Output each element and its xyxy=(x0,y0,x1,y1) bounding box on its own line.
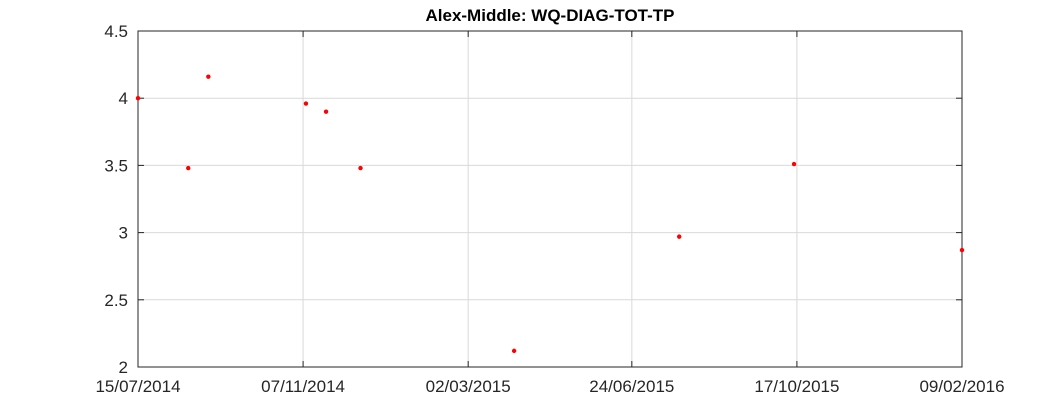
chart-title: Alex-Middle: WQ-DIAG-TOT-TP xyxy=(425,6,674,25)
tick-layer: 15/07/2014 07/11/2014 02/03/2015 24/06/2015… xyxy=(95,22,1004,396)
grid-layer xyxy=(138,31,962,367)
y-tick-label: 3 xyxy=(119,224,128,243)
data-point xyxy=(959,247,965,253)
x-tick-label: 24/06/2015 xyxy=(589,377,674,396)
y-tick-label: 4 xyxy=(119,89,128,108)
data-point xyxy=(303,101,309,106)
data-point xyxy=(511,348,517,354)
data-point xyxy=(676,234,682,239)
x-tick-label: 15/07/2014 xyxy=(95,377,180,396)
x-tick-label: 17/10/2015 xyxy=(754,377,839,396)
y-tick-label: 4.5 xyxy=(104,22,128,41)
data-point xyxy=(135,96,141,101)
y-tick-label: 2.5 xyxy=(104,291,128,310)
x-tick-label: 02/03/2015 xyxy=(426,377,511,396)
data-point xyxy=(358,165,363,171)
y-tick-label: 2 xyxy=(119,358,128,377)
data-point xyxy=(791,161,797,167)
y-tick-label: 3.5 xyxy=(104,156,128,175)
data-point xyxy=(323,109,329,114)
data-point xyxy=(186,165,191,171)
plot-area-frame xyxy=(137,30,963,368)
x-tick-label: 07/11/2014 xyxy=(261,377,345,396)
point-layer xyxy=(135,74,965,354)
x-tick-label: 09/02/2016 xyxy=(919,377,1004,396)
data-point xyxy=(206,74,211,79)
